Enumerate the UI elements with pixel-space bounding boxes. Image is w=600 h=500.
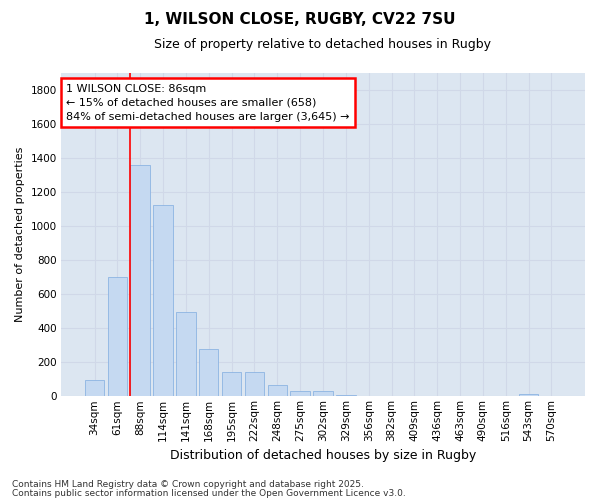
X-axis label: Distribution of detached houses by size in Rugby: Distribution of detached houses by size …	[170, 450, 476, 462]
Bar	[519, 394, 538, 396]
Text: Contains HM Land Registry data © Crown copyright and database right 2025.: Contains HM Land Registry data © Crown c…	[12, 480, 364, 489]
Text: Contains public sector information licensed under the Open Government Licence v3: Contains public sector information licen…	[12, 488, 406, 498]
Bar	[290, 391, 310, 396]
Bar	[313, 391, 332, 396]
Title: Size of property relative to detached houses in Rugby: Size of property relative to detached ho…	[154, 38, 491, 51]
Bar	[154, 204, 173, 396]
Y-axis label: Number of detached properties: Number of detached properties	[15, 146, 25, 322]
Bar	[176, 312, 196, 396]
Bar	[245, 372, 264, 396]
Bar	[222, 372, 241, 396]
Text: 1 WILSON CLOSE: 86sqm
← 15% of detached houses are smaller (658)
84% of semi-det: 1 WILSON CLOSE: 86sqm ← 15% of detached …	[66, 84, 350, 122]
Text: 1, WILSON CLOSE, RUGBY, CV22 7SU: 1, WILSON CLOSE, RUGBY, CV22 7SU	[144, 12, 456, 28]
Bar	[268, 385, 287, 396]
Bar	[107, 277, 127, 396]
Bar	[130, 166, 150, 396]
Bar	[199, 350, 218, 397]
Bar	[85, 380, 104, 396]
